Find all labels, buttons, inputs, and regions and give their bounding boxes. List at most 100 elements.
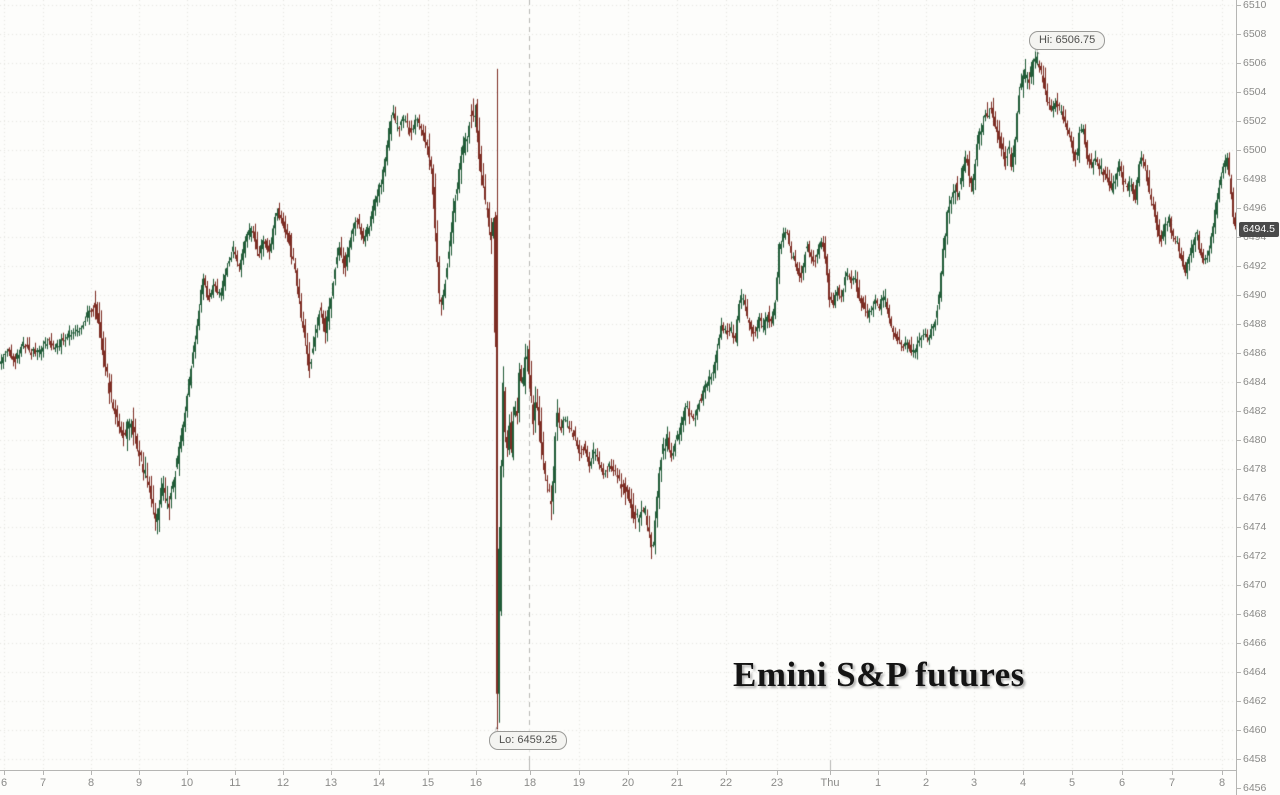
price-axis-label: 6456 <box>1243 782 1267 794</box>
time-axis-tick <box>379 771 380 775</box>
price-axis-label: 6478 <box>1243 463 1267 475</box>
price-axis[interactable]: 6510 6508 6506 6504 6502 6500 6498 6496 6494 6492… <box>1236 0 1280 795</box>
price-axis-tick <box>1237 324 1241 325</box>
time-axis-tick <box>1172 771 1173 775</box>
time-axis-tick <box>1023 771 1024 775</box>
time-axis-label: 4 <box>1019 777 1027 789</box>
price-axis-label: 6466 <box>1243 637 1267 649</box>
time-axis-tick <box>428 771 429 775</box>
time-axis-label: 6 <box>1118 777 1126 789</box>
price-axis-label: 6488 <box>1243 318 1267 330</box>
time-axis-label: 14 <box>372 777 386 789</box>
time-axis-tick <box>476 771 477 775</box>
price-axis-tick <box>1237 730 1241 731</box>
price-axis-tick <box>1237 266 1241 267</box>
time-axis-label: 23 <box>770 777 784 789</box>
price-axis-tick <box>1237 614 1241 615</box>
price-axis-tick <box>1237 643 1241 644</box>
chart-watermark-title: Emini S&P futures <box>733 655 1025 694</box>
high-price-callout: Hi: 6506.75 <box>1029 31 1106 50</box>
time-axis-tick <box>4 771 5 775</box>
time-axis-tick <box>235 771 236 775</box>
time-axis-label: 7 <box>39 777 47 789</box>
price-axis-tick <box>1237 237 1241 238</box>
price-axis-tick <box>1237 556 1241 557</box>
last-price-badge: 6494.5 <box>1238 222 1279 237</box>
time-axis-label: Thu <box>820 777 840 789</box>
price-axis-tick <box>1237 585 1241 586</box>
price-axis-label: 6492 <box>1243 260 1267 272</box>
price-axis-label: 6508 <box>1243 28 1267 40</box>
time-axis-tick <box>1072 771 1073 775</box>
time-axis-label: 12 <box>276 777 290 789</box>
time-axis-tick <box>283 771 284 775</box>
price-axis-label: 6498 <box>1243 173 1267 185</box>
time-axis-label: 9 <box>135 777 143 789</box>
price-axis-label: 6490 <box>1243 289 1267 301</box>
time-axis[interactable]: 6 7 8 9 10 11 12 13 14 15 16 18 19 20 21 22 23 Thu 1 2 3 4 5 6 7… <box>0 770 1237 795</box>
time-axis-label: 22 <box>719 777 733 789</box>
time-axis-tick <box>91 771 92 775</box>
price-axis-label: 6510 <box>1243 0 1267 11</box>
price-axis-tick <box>1237 63 1241 64</box>
time-axis-tick <box>974 771 975 775</box>
time-axis-label: 1 <box>874 777 882 789</box>
time-axis-tick <box>331 771 332 775</box>
time-axis-tick <box>530 771 531 775</box>
time-axis-label: 8 <box>87 777 95 789</box>
time-axis-tick <box>878 771 879 775</box>
time-axis-label: 19 <box>572 777 586 789</box>
price-axis-tick <box>1237 788 1241 789</box>
price-axis-tick <box>1237 150 1241 151</box>
price-axis-tick <box>1237 527 1241 528</box>
price-axis-tick <box>1237 92 1241 93</box>
price-axis-label: 6476 <box>1243 492 1267 504</box>
price-axis-label: 6474 <box>1243 521 1267 533</box>
time-axis-label: 15 <box>421 777 435 789</box>
time-axis-tick <box>628 771 629 775</box>
price-axis-label: 6462 <box>1243 695 1267 707</box>
time-axis-label: 20 <box>621 777 635 789</box>
time-axis-label: 13 <box>324 777 338 789</box>
time-axis-label: 8 <box>1218 777 1226 789</box>
price-axis-tick <box>1237 701 1241 702</box>
time-axis-tick <box>777 771 778 775</box>
time-axis-label: 3 <box>970 777 978 789</box>
price-axis-tick <box>1237 498 1241 499</box>
time-axis-tick <box>677 771 678 775</box>
price-axis-label: 6502 <box>1243 115 1267 127</box>
price-axis-tick <box>1237 5 1241 6</box>
time-axis-label: 16 <box>469 777 483 789</box>
price-axis-label: 6458 <box>1243 753 1267 765</box>
time-axis-tick <box>726 771 727 775</box>
time-axis-tick <box>187 771 188 775</box>
time-axis-tick <box>579 771 580 775</box>
price-axis-label: 6480 <box>1243 434 1267 446</box>
price-axis-tick <box>1237 121 1241 122</box>
price-axis-label: 6496 <box>1243 202 1267 214</box>
time-axis-label: 5 <box>1068 777 1076 789</box>
time-axis-tick <box>1222 771 1223 775</box>
price-axis-tick <box>1237 759 1241 760</box>
time-axis-label: 18 <box>523 777 537 789</box>
price-axis-label: 6486 <box>1243 347 1267 359</box>
price-axis-label: 6470 <box>1243 579 1267 591</box>
price-axis-label: 6464 <box>1243 666 1267 678</box>
price-axis-label: 6506 <box>1243 57 1267 69</box>
time-axis-label: 10 <box>180 777 194 789</box>
time-axis-label: 7 <box>1168 777 1176 789</box>
price-axis-tick <box>1237 179 1241 180</box>
price-axis-label: 6504 <box>1243 86 1267 98</box>
price-axis-label: 6460 <box>1243 724 1267 736</box>
price-axis-tick <box>1237 353 1241 354</box>
time-axis-tick <box>830 771 831 775</box>
price-axis-tick <box>1237 34 1241 35</box>
price-axis-tick <box>1237 672 1241 673</box>
time-axis-label: 2 <box>922 777 930 789</box>
time-axis-tick <box>926 771 927 775</box>
price-axis-tick <box>1237 208 1241 209</box>
time-axis-label: 11 <box>229 777 241 789</box>
price-axis-tick <box>1237 469 1241 470</box>
price-axis-tick <box>1237 295 1241 296</box>
